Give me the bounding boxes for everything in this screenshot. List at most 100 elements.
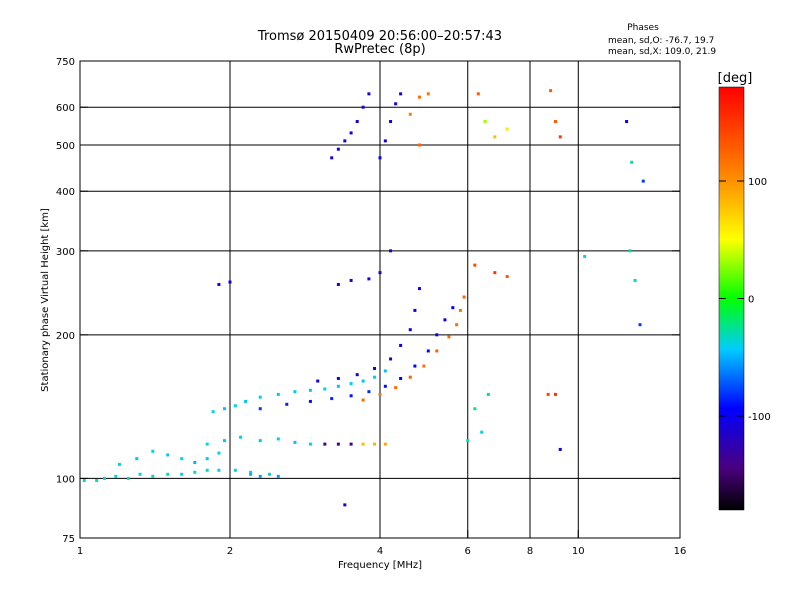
data-point [223,407,227,411]
data-point [233,468,237,472]
data-point [361,379,365,383]
y-tick-label: 400 [56,187,75,198]
data-point [378,392,382,396]
data-point [408,375,412,379]
data-point [633,278,637,282]
data-point [455,323,459,327]
data-point [505,127,509,131]
data-point [180,457,184,461]
data-point [483,120,487,124]
data-point [549,89,553,93]
x-axis-label: Frequency [MHz] [338,560,422,571]
data-point [138,472,142,476]
data-point [166,472,170,476]
data-point [249,472,253,476]
y-axis-label: Stationary phase Virtual Height [km] [40,208,51,392]
colorbar-tick-label: 0 [748,295,754,306]
y-tick-label: 200 [56,331,75,342]
data-point [361,398,365,402]
data-point [217,451,221,455]
data-point [383,384,387,388]
data-point [308,388,312,392]
data-point [355,120,359,124]
data-point [285,402,289,406]
x-tick-label: 2 [227,546,233,557]
data-point [293,390,297,394]
data-point [435,349,439,353]
data-point [217,468,221,472]
data-point [378,271,382,275]
data-point [378,156,382,160]
data-point [258,407,262,411]
data-points [82,89,645,507]
data-point [336,384,340,388]
data-point [166,453,170,457]
data-point [258,439,262,443]
data-point [408,328,412,332]
data-point [553,120,557,124]
data-point [546,392,550,396]
data-point [383,139,387,143]
data-point [239,435,243,439]
data-point [336,442,340,446]
data-point [361,442,365,446]
data-point [193,470,197,474]
data-point [553,392,557,396]
data-point [638,323,642,327]
data-point [473,263,477,267]
data-point [447,335,451,339]
data-point [394,386,398,390]
y-tick-label: 300 [56,247,75,258]
data-point [349,278,353,282]
data-point [217,282,221,286]
data-point [373,442,377,446]
data-point [422,364,426,368]
data-point [417,287,421,291]
data-point [399,376,403,380]
data-point [336,376,340,380]
data-point [95,478,99,482]
data-point [417,95,421,99]
data-point [628,249,632,253]
data-point [205,468,209,472]
y-tick-label: 600 [56,103,75,114]
data-point [135,457,139,461]
data-point [308,399,312,403]
data-point [413,364,417,368]
data-point [205,457,209,461]
data-point [349,394,353,398]
data-point [193,460,197,464]
data-point [276,474,280,478]
data-point [367,277,371,281]
data-point [308,442,312,446]
data-point [117,462,121,466]
data-point [383,369,387,373]
data-point [223,439,227,443]
data-point [641,179,645,183]
data-point [323,442,327,446]
chart-title: Tromsø 20150409 20:56:00–20:57:43 [257,29,502,44]
data-point [389,357,393,361]
data-point [486,392,490,396]
data-point [343,139,347,143]
data-point [367,390,371,394]
data-point [451,306,455,310]
data-point [244,399,248,403]
data-point [228,280,232,284]
data-point [114,474,118,478]
colorbar-ticks: 100 0 -100 [719,177,771,423]
x-tick-label: 16 [674,546,687,557]
data-point [417,143,421,147]
data-point [258,395,262,399]
data-point [336,147,340,151]
x-tick-label: 6 [465,546,471,557]
x-tick-label: 8 [527,546,533,557]
data-point [323,387,327,391]
data-point [558,447,562,451]
x-tick-label: 4 [377,546,383,557]
data-point [435,333,439,337]
data-point [399,92,403,96]
chart-subtitle: RwPretec (8p) [334,42,425,57]
data-point [267,472,271,476]
